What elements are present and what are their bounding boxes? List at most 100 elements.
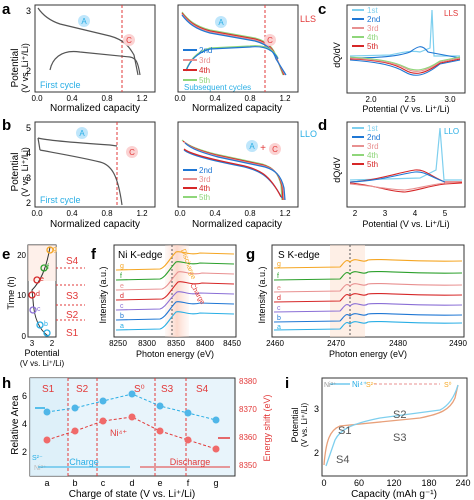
f-row-b: b [120, 313, 124, 320]
a-legend-5th: 5th [199, 76, 210, 85]
a-C-label: C [126, 36, 132, 45]
f-xtick: 8300 [138, 339, 156, 348]
b-xtick: 0.0 [174, 209, 186, 218]
a-first-charge [37, 7, 139, 76]
e-point-a [43, 329, 51, 337]
b-ytick: 2 [26, 198, 31, 208]
a-legend-3rd: 3rd [199, 56, 211, 65]
e-point-c [29, 306, 37, 314]
a-xtick: 0.0 [174, 94, 186, 103]
panel-letter-i: i [285, 375, 289, 392]
e-label-d: d [36, 291, 40, 298]
c-xlabel: Potential (V vs. Li⁺/Li) [362, 104, 449, 114]
e-stage-S4: S4 [66, 256, 79, 267]
i-frame [321, 377, 468, 477]
e-label-b: b [44, 321, 48, 328]
d-frame [346, 121, 466, 208]
d-legend-3rd: 3rd [367, 142, 379, 151]
h-stage-S4: S4 [196, 384, 209, 395]
b-marker-C [126, 146, 138, 158]
h-s-point [99, 397, 107, 405]
h-ni-point [71, 427, 79, 435]
d-tag: LLO [444, 127, 459, 136]
panel-letter-a: a [2, 1, 11, 18]
panel-letter-b: b [2, 117, 11, 134]
a-A-label: A [218, 18, 224, 27]
g-frame [271, 244, 465, 338]
b-xtick: 1.2 [279, 209, 291, 218]
e-stage-S1: S1 [66, 328, 79, 339]
b-C-label: C [272, 145, 278, 154]
c-legend-5th: 5th [367, 42, 378, 51]
e-stage-S2: S2 [66, 310, 79, 321]
i-discharge-curve [325, 384, 459, 467]
d-xtick: 4 [413, 209, 418, 218]
b-xlabel: Normalized capacity [50, 219, 140, 230]
h-ytick: 4 [22, 419, 27, 429]
h-band-S1 [30, 378, 68, 476]
a-xtick: 1.2 [136, 94, 148, 103]
d-legend-1st: 1st [367, 124, 378, 133]
g-xlabel: Photon energy (eV) [329, 349, 407, 359]
i-ylabel2: (V vs. Li⁺/Li) [300, 403, 309, 448]
d-xtick: 5 [443, 209, 448, 218]
h-s-point [128, 390, 136, 398]
f-xlabel: Photon energy (eV) [136, 349, 214, 359]
a-xtick: 0.0 [31, 94, 43, 103]
i-xtick: 0 [321, 478, 326, 488]
h-xtick: e [157, 478, 162, 488]
a-xtick: 0.8 [244, 94, 256, 103]
f-row-a: a [120, 323, 124, 330]
h-ni-point [128, 413, 136, 421]
h-ni-point [212, 445, 220, 453]
h-ni-point [43, 436, 51, 444]
h-s-point [184, 409, 192, 417]
panel-e: e Time (h) 0 10 20 g f e d c b [2, 244, 85, 368]
h-stage-S0: S⁰ [134, 384, 145, 395]
g-xtick: 2490 [449, 339, 467, 348]
h-xtick: d [129, 478, 134, 488]
b-right-frame [177, 121, 299, 208]
f-xtick: 8350 [167, 339, 185, 348]
c-xtick: 2.0 [365, 95, 377, 104]
a-marker-A2 [215, 16, 227, 28]
i-xtick: 180 [421, 478, 436, 488]
e-stage-S3: S3 [66, 291, 79, 302]
h-discharge: Discharge [170, 457, 211, 467]
panel-letter-e: e [2, 246, 10, 263]
h-s-point [43, 408, 51, 416]
a-marker-C2 [264, 34, 276, 46]
d-legend: 1st 2nd 3rd 4th 5th [352, 124, 380, 169]
g-row-d: d [277, 295, 281, 302]
g-xtick: 2480 [389, 339, 407, 348]
f-xtick: 8450 [223, 339, 241, 348]
c-xtick: 3.0 [444, 95, 456, 104]
panel-letter-d: d [318, 117, 327, 134]
a-marker-C [123, 34, 135, 46]
c-cycle-curves [349, 46, 461, 76]
i-xlabel: Capacity (mAh g⁻¹) [351, 489, 437, 500]
h-stage-S3: S3 [161, 384, 174, 395]
c-legend-1st: 1st [367, 6, 378, 15]
c-legend: 1st 2nd 3rd 4th 5th [352, 6, 380, 51]
d-legend-5th: 5th [367, 160, 378, 169]
i-ytick: 3 [314, 404, 319, 414]
a-legend-2nd: 2nd [199, 46, 212, 55]
c-tag: LLS [444, 9, 458, 18]
a-subsequent-curves [181, 11, 287, 76]
h-ytick: 2 [22, 447, 27, 457]
i-xtick: 120 [386, 478, 401, 488]
d-xlabel: Potential (V vs. Li⁺/Li) [362, 219, 449, 229]
b-C-label: C [129, 148, 135, 157]
i-xtick: 60 [354, 478, 364, 488]
b-legend-2nd: 2nd [199, 166, 212, 175]
d-xtick: 2 [353, 209, 358, 218]
b-xtick: 0.4 [66, 209, 78, 218]
i-s2: S²⁻ [366, 382, 377, 389]
e-point-e [33, 276, 41, 284]
e-label-g: g [53, 246, 57, 253]
b-plus: + [260, 143, 266, 154]
c-legend-4th: 4th [367, 33, 378, 42]
panel-i: i Potential (V vs. Li⁺/Li) 3 2 Ni²⁺ Ni⁴⁺… [285, 375, 471, 500]
e-ylabel: Time (h) [6, 276, 16, 309]
